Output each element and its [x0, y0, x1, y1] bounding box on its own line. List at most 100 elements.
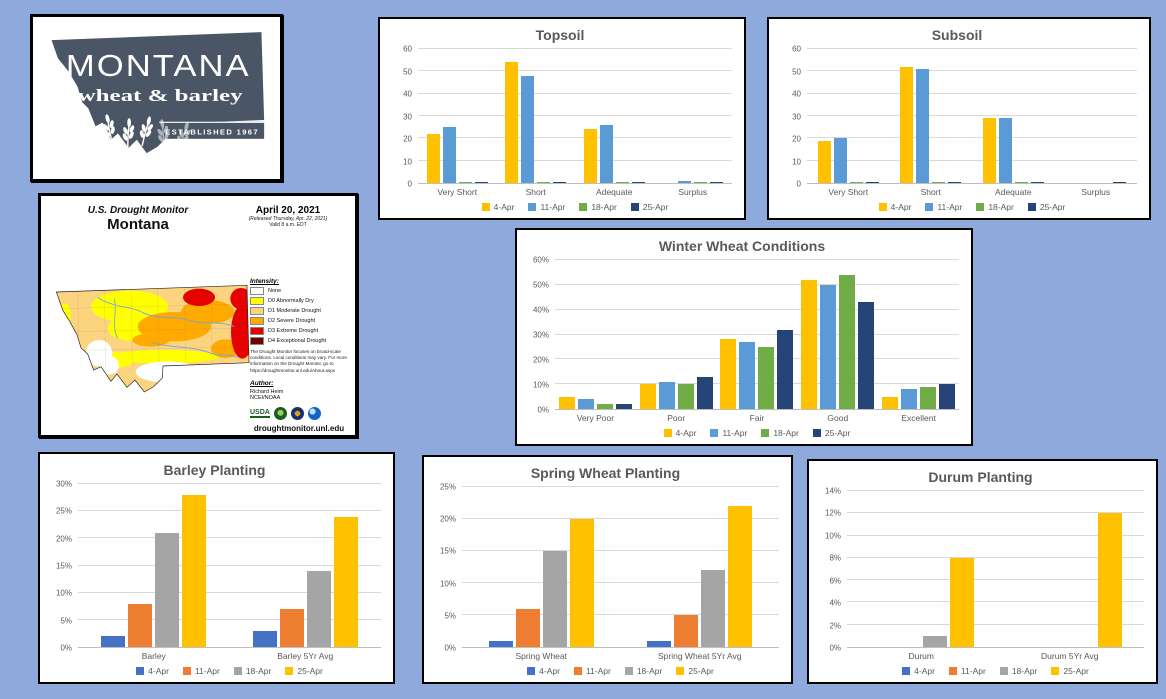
gridline: [555, 259, 959, 260]
legend-item: 25-Apr: [1051, 666, 1089, 676]
bar-18-Apr: [306, 570, 331, 647]
x-axis-label: Durum: [908, 651, 934, 661]
y-tick-label: 60%: [532, 255, 549, 265]
x-axis-label: Spring Wheat 5Yr Avg: [658, 651, 742, 661]
legend-swatch-icon: [528, 203, 537, 211]
gridline: [462, 550, 779, 551]
bar-11-Apr: [577, 399, 594, 409]
y-tick-label: 60: [403, 44, 412, 54]
bar-25-Apr: [949, 557, 974, 647]
chart-title: Barley Planting: [163, 462, 266, 478]
bar-18-Apr: [932, 181, 946, 183]
gridline: [418, 137, 732, 139]
y-tick-label: 0%: [537, 405, 549, 415]
gridline: [555, 283, 959, 285]
legend-label: D1 Moderate Drought: [268, 308, 321, 314]
legend-label: D0 Abnormally Dry: [268, 298, 314, 304]
gridline: [462, 582, 779, 583]
plot-area: [462, 486, 780, 648]
y-tick-label: 30: [403, 112, 412, 121]
bar-18-Apr: [615, 181, 629, 183]
y-axis: 0% 5% 10% 15% 20% 25% 30%: [48, 480, 78, 653]
x-axis-label: Poor: [667, 413, 686, 423]
legend-item: 4-Apr: [878, 202, 911, 212]
legend-label: 11-Apr: [960, 666, 986, 676]
legend-label: D4 Exceptional Drought: [268, 338, 327, 344]
legend-item: 4-Apr: [481, 202, 514, 212]
logo-title: MONTANA: [66, 49, 251, 83]
logo-graphic: MONTANA wheat & barley ESTABLISHED 1967: [51, 32, 265, 154]
y-tick-label: 10%: [439, 579, 456, 589]
y-axis: 0% 2% 4% 6% 8% 10% 12% 14%: [817, 487, 847, 653]
bar-11-Apr: [128, 603, 153, 647]
x-axis-label: Very Short: [828, 187, 869, 197]
legend-swatch-icon: [925, 203, 934, 211]
bar-group: [462, 487, 621, 647]
author-org: NCEI/NOAA: [250, 394, 281, 401]
plot-area: [555, 259, 959, 410]
legend-label: 18-Apr: [591, 202, 617, 212]
subsoil-chart: Subsoil 0 10 20 30 40 50 60 Very Short Short Ade…: [767, 17, 1151, 220]
y-tick-label: 20%: [55, 534, 72, 544]
logo-established: ESTABLISHED 1967: [165, 127, 259, 136]
legend-item: 25-Apr: [676, 666, 714, 676]
x-axis-label: Barley 5Yr Avg: [277, 651, 334, 661]
bar-4-Apr: [882, 396, 899, 409]
swatch-d4: [250, 337, 264, 345]
x-axis-label: Good: [827, 413, 849, 423]
x-axis-label: Surplus: [678, 187, 708, 197]
legend-swatch-icon: [624, 667, 633, 675]
bar-11-Apr: [833, 138, 847, 183]
y-tick-label: 20%: [439, 514, 456, 524]
gridline: [78, 510, 381, 512]
drought-map-graphic: [55, 284, 250, 393]
droughtmonitor-url[interactable]: droughtmonitor.unl.edu: [253, 423, 345, 433]
bar-11-Apr: [515, 608, 540, 647]
legend-label: None: [268, 288, 282, 294]
bar-11-Apr: [820, 284, 837, 409]
bar-11-Apr: [998, 118, 1012, 183]
legend-label: 11-Apr: [585, 666, 611, 676]
y-tick-label: 30: [792, 112, 801, 121]
bar-25-Apr: [569, 519, 594, 647]
legend-item: 18-Apr: [233, 666, 271, 676]
bar-4-Apr: [720, 339, 737, 409]
montana-drought-map: [51, 272, 251, 412]
bar-group: [1055, 49, 1138, 183]
bar-18-Apr: [920, 386, 937, 409]
y-tick-label: 4%: [829, 598, 841, 608]
bar-group: [621, 487, 780, 647]
bar-group: [230, 484, 382, 647]
bar-group: [418, 49, 497, 183]
gridline: [807, 92, 1137, 94]
gridline: [78, 591, 381, 593]
y-tick-label: 6%: [829, 576, 841, 586]
bar-11-Apr: [674, 615, 699, 647]
bar-groups: [418, 49, 732, 183]
gridline: [847, 512, 1144, 514]
legend-label: 11-Apr: [937, 202, 963, 212]
y-tick-label: 20: [403, 134, 412, 144]
gridline: [555, 358, 959, 360]
y-tick-label: 0: [407, 179, 412, 189]
swatch-d0: [250, 297, 264, 305]
legend-swatch-icon: [902, 667, 911, 675]
bar-25-Apr: [777, 329, 794, 409]
y-tick-label: 10%: [55, 588, 72, 598]
legend-swatch-icon: [878, 203, 887, 211]
drought-monitor-sidebar: Intensity: None D0 Abnormally Dry D1 Mod…: [250, 278, 348, 433]
legend-label: D3 Extreme Drought: [268, 328, 319, 334]
legend-swatch-icon: [676, 667, 685, 675]
plot-area: [78, 483, 382, 648]
x-axis-label: Short: [920, 187, 941, 197]
legend-row-d3: D3 Extreme Drought: [250, 327, 348, 335]
drought-monitor-date-block: April 20, 2021 (Released Thursday, Apr. …: [229, 205, 347, 233]
chart-legend: 4-Apr 11-Apr 18-Apr 25-Apr: [807, 197, 1137, 213]
legend-item: 25-Apr: [1027, 202, 1065, 212]
bar-18-Apr: [542, 551, 567, 647]
y-tick-label: 10%: [824, 531, 841, 541]
ndmc-logo-icon: [273, 406, 287, 420]
bar-group: [717, 260, 798, 409]
bar-group: [797, 260, 878, 409]
legend-item: 18-Apr: [999, 666, 1037, 676]
